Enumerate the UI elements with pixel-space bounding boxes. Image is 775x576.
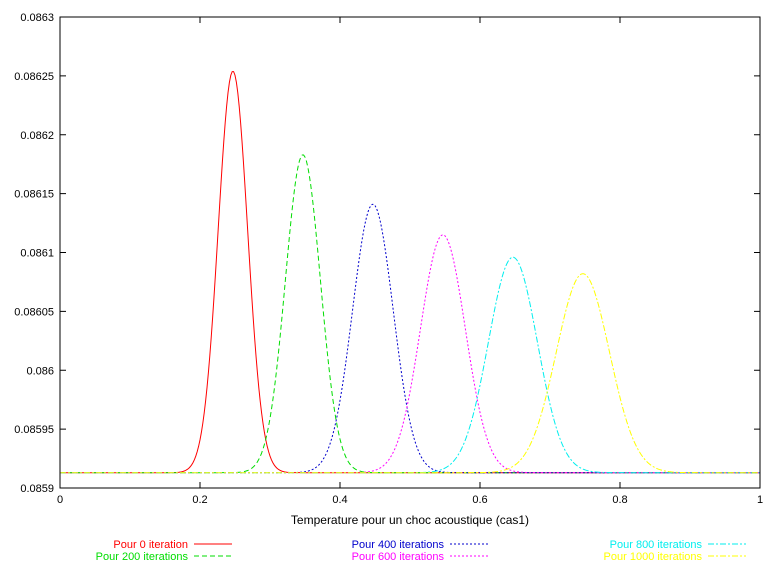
legend-label-1: Pour 200 iterations [96,551,189,563]
legend-label-2: Pour 400 iterations [352,539,445,551]
y-tick-label: 0.0862 [20,130,54,142]
series-layer [60,71,760,474]
y-tick-label: 0.086 [26,365,54,377]
axis-ticks: 0.0859 0.08595 0.086 0.08605 0.0861 0.08615 0.… [14,12,763,506]
x-tick-label: 0.8 [612,494,627,506]
y-tick-label: 0.0861 [20,248,54,260]
legend-label-0: Pour 0 iteration [113,539,188,551]
series-line-5 [60,273,760,474]
legend-label-3: Pour 600 iterations [352,551,445,563]
y-tick-label: 0.08625 [14,71,54,83]
legend-label-4: Pour 800 iterations [610,539,703,551]
y-tick-label: 0.0859 [20,483,54,495]
x-tick-label: 0 [57,494,63,506]
plot-frame [59,16,761,489]
legend-label-5: Pour 1000 iterations [604,551,703,563]
x-axis-label: Temperature pour un choc acoustique (cas… [291,513,529,527]
x-tick-label: 0.6 [472,494,487,506]
x-tick-label: 1 [757,494,763,506]
x-tick-label: 0.2 [192,494,207,506]
x-tick-label: 0.4 [332,494,347,506]
y-tick-label: 0.08595 [14,424,54,436]
y-tick-label: 0.0863 [20,12,54,24]
y-tick-label: 0.08615 [14,189,54,201]
y-tick-label: 0.08605 [14,306,54,318]
